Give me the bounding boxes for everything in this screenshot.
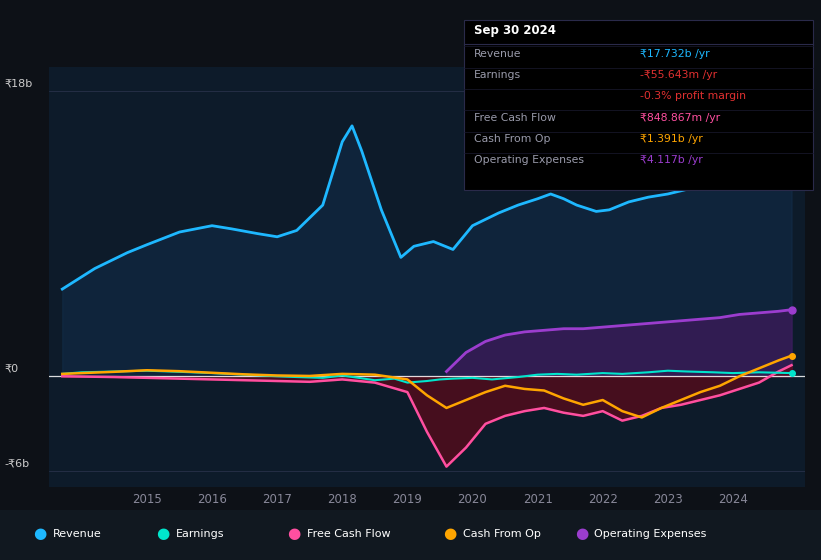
Text: Cash From Op: Cash From Op xyxy=(474,134,550,144)
Text: ₹1.391b /yr: ₹1.391b /yr xyxy=(640,134,703,144)
Text: ₹17.732b /yr: ₹17.732b /yr xyxy=(640,49,710,59)
Text: ●: ● xyxy=(287,526,300,541)
Text: ₹18b: ₹18b xyxy=(4,78,32,88)
Text: ●: ● xyxy=(156,526,169,541)
Text: Revenue: Revenue xyxy=(53,529,101,539)
Text: -₹6b: -₹6b xyxy=(4,459,30,469)
Text: Revenue: Revenue xyxy=(474,49,521,59)
Text: Cash From Op: Cash From Op xyxy=(463,529,541,539)
Text: Earnings: Earnings xyxy=(176,529,224,539)
Text: -0.3% profit margin: -0.3% profit margin xyxy=(640,91,746,101)
Text: ₹0: ₹0 xyxy=(4,363,18,374)
Text: Free Cash Flow: Free Cash Flow xyxy=(474,113,556,123)
Text: Operating Expenses: Operating Expenses xyxy=(474,155,584,165)
Text: ₹848.867m /yr: ₹848.867m /yr xyxy=(640,113,721,123)
Text: Free Cash Flow: Free Cash Flow xyxy=(307,529,391,539)
Text: ₹4.117b /yr: ₹4.117b /yr xyxy=(640,155,703,165)
Text: ●: ● xyxy=(575,526,588,541)
Text: Operating Expenses: Operating Expenses xyxy=(594,529,707,539)
Text: Sep 30 2024: Sep 30 2024 xyxy=(474,24,556,37)
Text: Earnings: Earnings xyxy=(474,70,521,80)
Text: -₹55.643m /yr: -₹55.643m /yr xyxy=(640,70,718,80)
Text: ●: ● xyxy=(443,526,456,541)
Text: ●: ● xyxy=(33,526,46,541)
